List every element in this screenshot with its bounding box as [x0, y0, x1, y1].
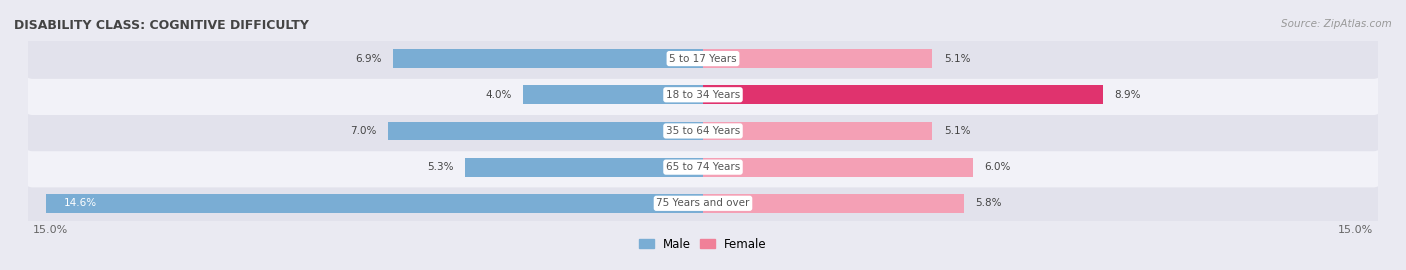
Text: 6.0%: 6.0% [984, 162, 1011, 172]
Text: 5.1%: 5.1% [943, 126, 970, 136]
Text: 5 to 17 Years: 5 to 17 Years [669, 53, 737, 64]
Bar [392, 49, 703, 68]
Bar [703, 158, 973, 177]
Text: 6.9%: 6.9% [354, 53, 381, 64]
FancyBboxPatch shape [25, 111, 1381, 151]
Text: 7.0%: 7.0% [350, 126, 377, 136]
Text: 75 Years and over: 75 Years and over [657, 198, 749, 208]
Text: 5.8%: 5.8% [976, 198, 1001, 208]
Bar [388, 122, 703, 140]
Text: 8.9%: 8.9% [1115, 90, 1142, 100]
Text: Source: ZipAtlas.com: Source: ZipAtlas.com [1281, 19, 1392, 29]
Text: 15.0%: 15.0% [32, 225, 67, 235]
Bar [46, 194, 703, 213]
Text: 18 to 34 Years: 18 to 34 Years [666, 90, 740, 100]
Text: DISABILITY CLASS: COGNITIVE DIFFICULTY: DISABILITY CLASS: COGNITIVE DIFFICULTY [14, 19, 309, 32]
Bar [464, 158, 703, 177]
Bar [703, 122, 932, 140]
Bar [703, 49, 932, 68]
Text: 5.3%: 5.3% [427, 162, 453, 172]
Text: 15.0%: 15.0% [1339, 225, 1374, 235]
Bar [703, 85, 1104, 104]
Text: 35 to 64 Years: 35 to 64 Years [666, 126, 740, 136]
FancyBboxPatch shape [25, 75, 1381, 115]
Text: 5.1%: 5.1% [943, 53, 970, 64]
FancyBboxPatch shape [25, 38, 1381, 79]
Legend: Male, Female: Male, Female [634, 233, 772, 255]
Text: 4.0%: 4.0% [485, 90, 512, 100]
FancyBboxPatch shape [25, 183, 1381, 224]
FancyBboxPatch shape [25, 147, 1381, 187]
Bar [703, 194, 965, 213]
Bar [523, 85, 703, 104]
Text: 14.6%: 14.6% [65, 198, 97, 208]
Text: 65 to 74 Years: 65 to 74 Years [666, 162, 740, 172]
